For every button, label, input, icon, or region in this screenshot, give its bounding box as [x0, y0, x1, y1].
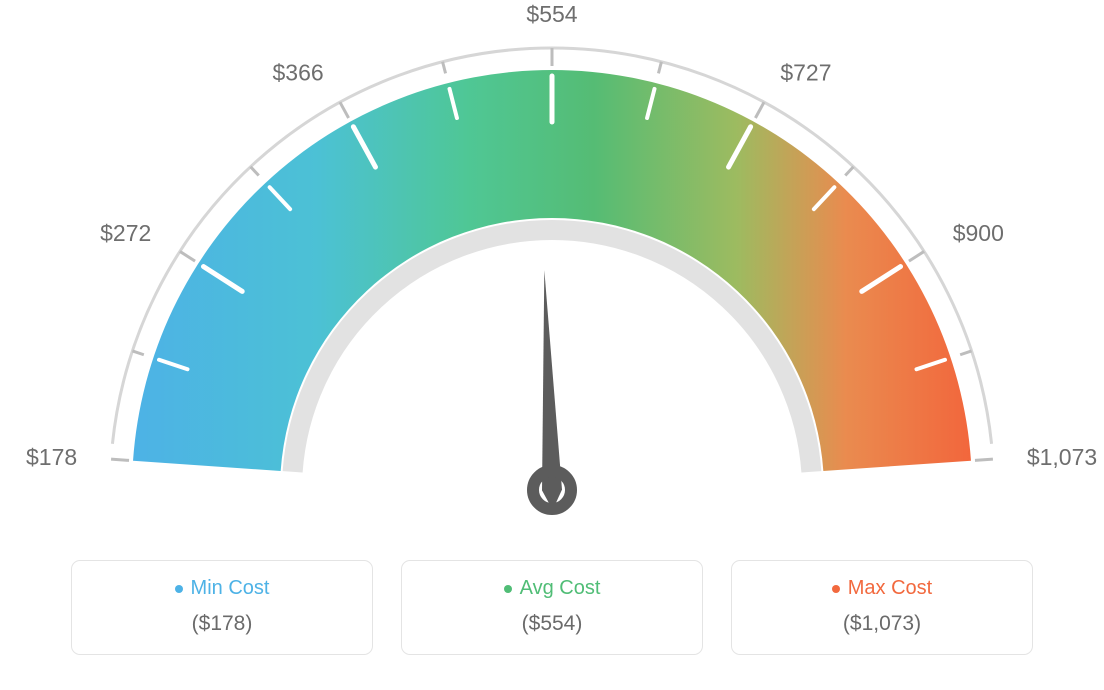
svg-text:$1,073: $1,073 — [1027, 444, 1097, 470]
svg-text:$178: $178 — [26, 444, 77, 470]
legend-row: Min Cost ($178) Avg Cost ($554) Max Cost… — [0, 560, 1104, 655]
svg-text:$366: $366 — [272, 59, 323, 85]
legend-value-min: ($178) — [72, 612, 372, 636]
legend-title-text-avg: Avg Cost — [520, 577, 601, 600]
legend-title-text-min: Min Cost — [191, 577, 270, 600]
legend-title-min: Min Cost — [175, 577, 270, 600]
svg-text:$554: $554 — [526, 1, 577, 27]
legend-dot-max — [832, 585, 840, 593]
legend-dot-avg — [504, 585, 512, 593]
legend-value-max: ($1,073) — [732, 612, 1032, 636]
legend-value-avg: ($554) — [402, 612, 702, 636]
legend-dot-min — [175, 585, 183, 593]
svg-text:$272: $272 — [100, 220, 151, 246]
legend-title-max: Max Cost — [832, 577, 932, 600]
gauge-svg: $178 $272 $366 $554 $727 $900 $1,073 — [0, 0, 1104, 560]
legend-title-avg: Avg Cost — [504, 577, 601, 600]
svg-text:$900: $900 — [953, 220, 1004, 246]
svg-text:$727: $727 — [780, 59, 831, 85]
legend-card-min: Min Cost ($178) — [71, 560, 373, 655]
gauge-chart: $178 $272 $366 $554 $727 $900 $1,073 — [0, 0, 1104, 560]
legend-title-text-max: Max Cost — [848, 577, 932, 600]
legend-card-avg: Avg Cost ($554) — [401, 560, 703, 655]
legend-card-max: Max Cost ($1,073) — [731, 560, 1033, 655]
